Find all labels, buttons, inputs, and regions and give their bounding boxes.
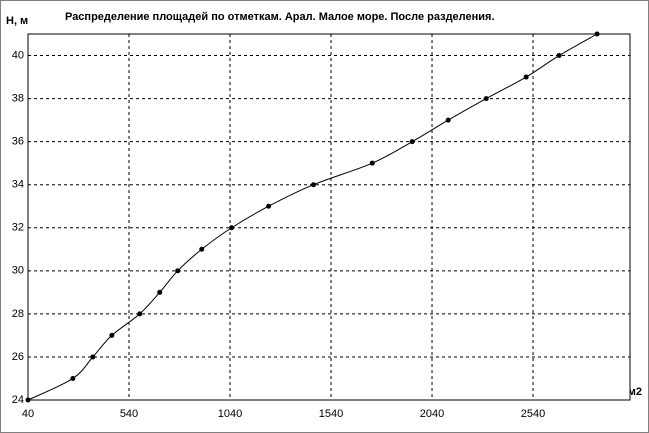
y-tick-label: 28	[12, 308, 24, 320]
data-point	[70, 375, 76, 381]
y-tick-label: 26	[12, 351, 24, 363]
data-line	[27, 33, 598, 401]
data-point	[229, 225, 235, 231]
y-tick-label: 32	[12, 222, 24, 234]
plot-area	[27, 33, 631, 401]
x-tick-label: 2540	[521, 408, 545, 420]
y-axis-label: H, м	[6, 15, 28, 27]
x-tick-label: 1040	[218, 408, 242, 420]
chart-title: Распределение площадей по отметкам. Арал…	[65, 11, 495, 23]
x-tick-label: 2040	[420, 408, 444, 420]
data-point	[175, 268, 181, 274]
data-point	[483, 96, 489, 102]
data-point	[199, 246, 205, 252]
data-point	[556, 53, 562, 59]
data-point	[90, 354, 96, 360]
data-point	[310, 182, 316, 188]
x-tick-label: 1540	[319, 408, 343, 420]
y-tick-label: 34	[12, 179, 24, 191]
data-point	[409, 139, 415, 145]
y-tick-label: 38	[12, 92, 24, 104]
data-point	[266, 203, 272, 209]
y-tick-label: 36	[12, 136, 24, 148]
y-tick-label: 30	[12, 265, 24, 277]
x-tick-label: 540	[120, 408, 138, 420]
data-point	[157, 289, 163, 295]
data-point	[594, 31, 600, 37]
data-point	[445, 117, 451, 123]
y-tick-label: 40	[12, 49, 24, 61]
data-point	[369, 160, 375, 166]
y-tick-label: 24	[12, 394, 24, 406]
x-tick-label: 40	[22, 408, 34, 420]
data-point	[109, 332, 115, 338]
data-point	[25, 397, 31, 403]
data-point	[137, 311, 143, 317]
data-point	[523, 74, 529, 80]
